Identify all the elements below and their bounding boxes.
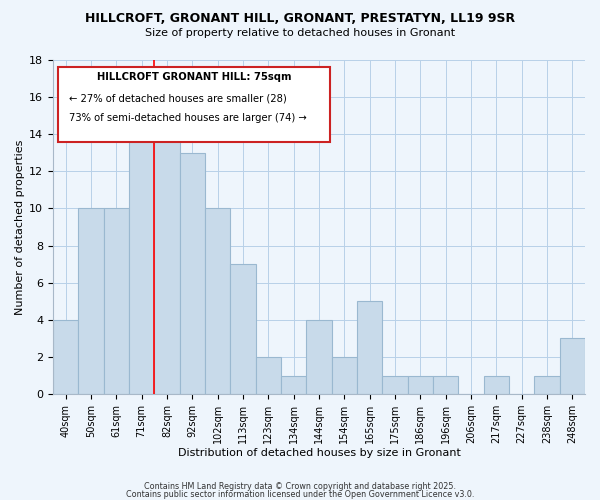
Text: Contains public sector information licensed under the Open Government Licence v3: Contains public sector information licen… [126, 490, 474, 499]
Text: HILLCROFT GRONANT HILL: 75sqm: HILLCROFT GRONANT HILL: 75sqm [97, 72, 291, 83]
Bar [230, 264, 256, 394]
Bar [560, 338, 585, 394]
Bar [357, 302, 382, 394]
Bar [154, 134, 179, 394]
Text: 73% of semi-detached houses are larger (74) →: 73% of semi-detached houses are larger (… [69, 114, 307, 124]
Bar [407, 376, 433, 394]
Bar [256, 357, 281, 394]
Bar [281, 376, 307, 394]
Bar [307, 320, 332, 394]
Bar [535, 376, 560, 394]
Bar [104, 208, 129, 394]
X-axis label: Distribution of detached houses by size in Gronant: Distribution of detached houses by size … [178, 448, 460, 458]
Bar [53, 320, 79, 394]
Text: HILLCROFT, GRONANT HILL, GRONANT, PRESTATYN, LL19 9SR: HILLCROFT, GRONANT HILL, GRONANT, PRESTA… [85, 12, 515, 26]
Y-axis label: Number of detached properties: Number of detached properties [15, 140, 25, 314]
Bar [129, 116, 154, 394]
FancyBboxPatch shape [58, 66, 329, 142]
Text: Size of property relative to detached houses in Gronant: Size of property relative to detached ho… [145, 28, 455, 38]
Text: ← 27% of detached houses are smaller (28): ← 27% of detached houses are smaller (28… [69, 94, 287, 104]
Text: Contains HM Land Registry data © Crown copyright and database right 2025.: Contains HM Land Registry data © Crown c… [144, 482, 456, 491]
Bar [205, 208, 230, 394]
Bar [484, 376, 509, 394]
Bar [179, 153, 205, 394]
Bar [433, 376, 458, 394]
Bar [79, 208, 104, 394]
Bar [382, 376, 407, 394]
Bar [332, 357, 357, 394]
